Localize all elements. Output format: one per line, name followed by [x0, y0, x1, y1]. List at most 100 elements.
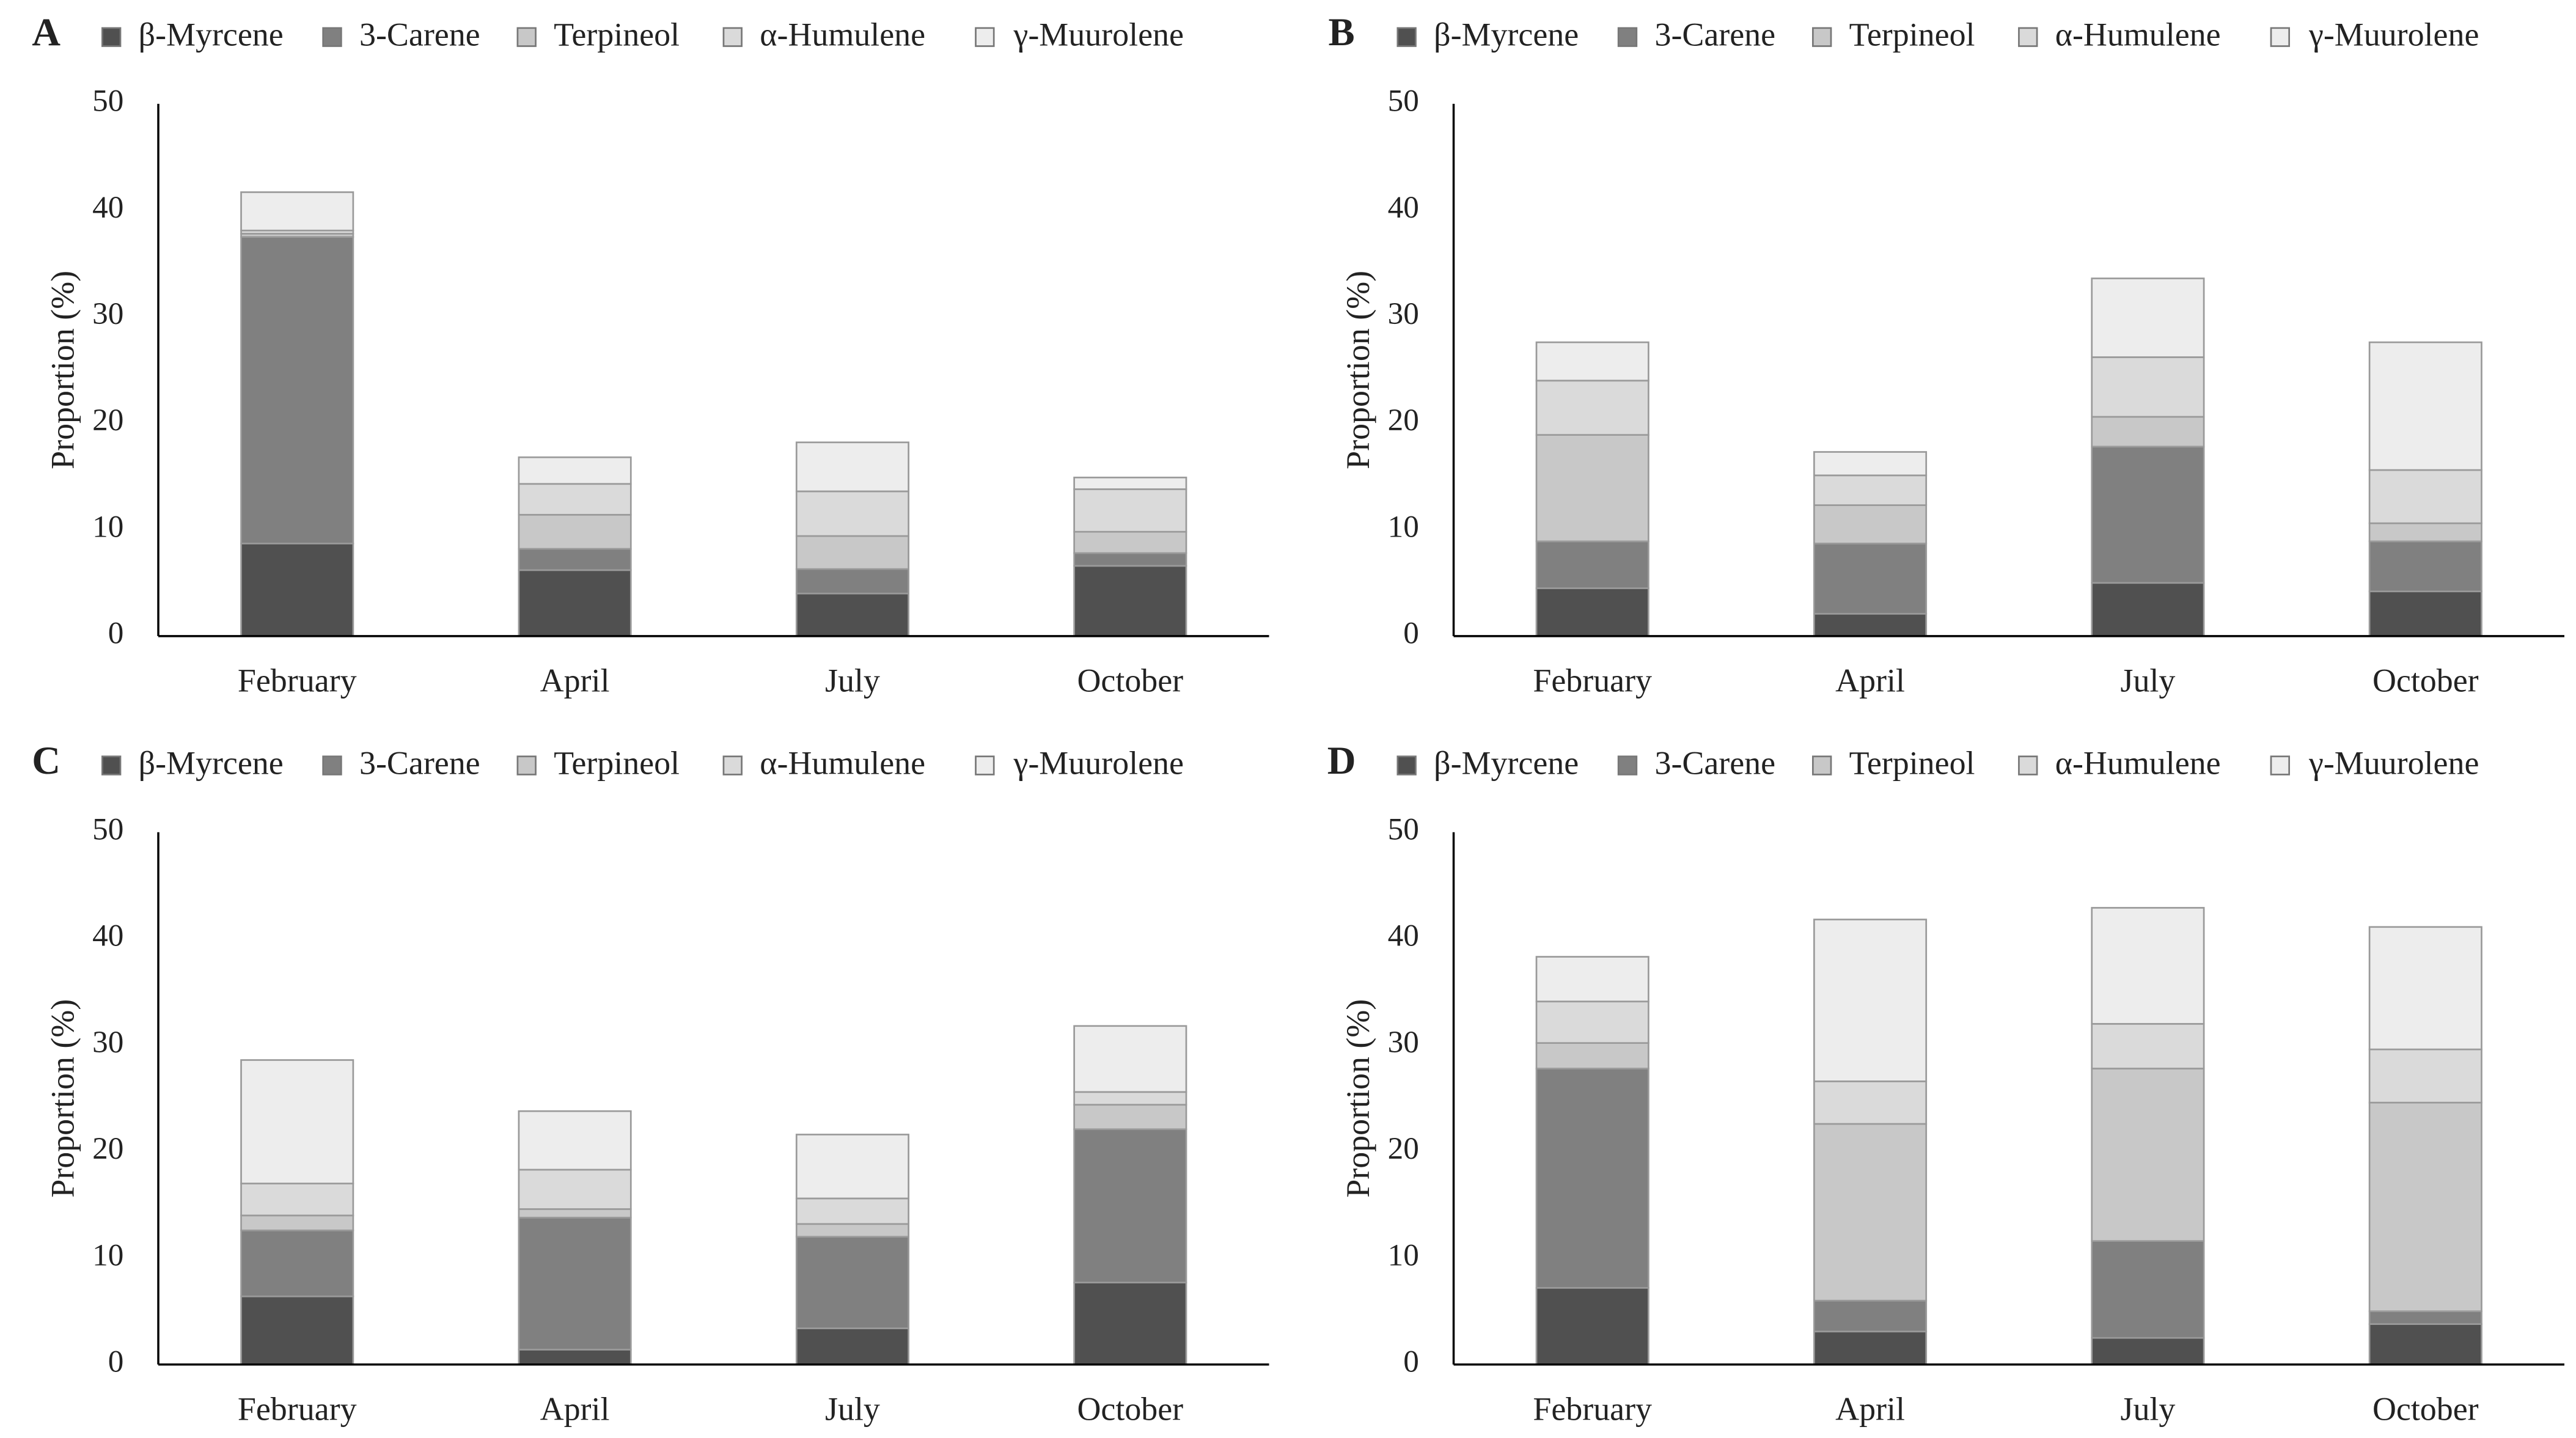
x-tick-label: July: [825, 662, 880, 699]
bar-segment: [2091, 1337, 2205, 1366]
bar-segment: [795, 1327, 909, 1366]
bar-segment: [240, 1229, 354, 1297]
y-tick-label: 40: [1388, 919, 1419, 953]
panel-label: D: [1327, 738, 1356, 782]
bar-segment: [2368, 540, 2482, 593]
legend-label: 3-Carene: [359, 16, 480, 53]
bar-segment: [1535, 434, 1649, 543]
y-tick-label: 50: [92, 84, 123, 119]
y-tick-label: 30: [1388, 1025, 1419, 1060]
bar-segment: [2368, 341, 2482, 471]
legend-swatch: [1811, 27, 1832, 47]
bar-segment: [1813, 451, 1928, 477]
x-tick-label: October: [1077, 1390, 1183, 1427]
y-tick-label: 0: [1403, 1344, 1419, 1379]
bar-segment: [2091, 1022, 2205, 1069]
bar-segment: [2091, 356, 2205, 418]
x-tick-label: February: [1533, 1390, 1652, 1427]
y-tick-label: 10: [92, 509, 123, 544]
bar-segment: [1535, 587, 1649, 637]
bar-segment: [1073, 552, 1187, 567]
bar-segment: [518, 513, 632, 550]
bar-segment: [2368, 1323, 2482, 1366]
x-tick-label: February: [1533, 662, 1652, 699]
y-tick-label: 0: [108, 1344, 124, 1379]
x-tick-label: February: [238, 662, 357, 699]
bar-segment: [1813, 1299, 1928, 1333]
y-tick-label: 10: [1388, 509, 1419, 544]
bar-segment: [518, 483, 632, 516]
legend-swatch: [101, 755, 122, 776]
bar-segment: [518, 1216, 632, 1351]
legend-label: β-Myrcene: [139, 744, 284, 781]
bar-segment: [2368, 522, 2482, 543]
bar-segment: [518, 456, 632, 485]
bar-segment: [240, 542, 354, 637]
y-tick-label: 50: [1388, 812, 1419, 847]
y-tick-label: 20: [1388, 403, 1419, 438]
y-tick-label: 30: [1388, 296, 1419, 331]
x-tick-label: April: [1835, 1390, 1905, 1427]
bar-segment: [795, 568, 909, 595]
bar-segment: [1813, 504, 1928, 545]
bar-segment: [1813, 1080, 1928, 1125]
bar-segment: [1813, 1123, 1928, 1302]
legend-label: α-Humulene: [760, 16, 925, 53]
legend-label: γ-Muurolene: [2308, 744, 2479, 781]
y-axis-label: Proportion (%): [1340, 271, 1376, 469]
bar-segment: [2368, 590, 2482, 637]
bar-segment: [795, 441, 909, 493]
bar-segment: [2368, 1101, 2482, 1312]
legend-label: γ-Muurolene: [2308, 16, 2479, 53]
bar-segment: [1073, 1128, 1187, 1283]
x-tick-label: April: [540, 1390, 610, 1427]
y-axis-label: Proportion (%): [1340, 999, 1376, 1198]
legend-swatch: [1617, 755, 1638, 776]
bar-segment: [1535, 1068, 1649, 1289]
panel-label: C: [32, 738, 61, 782]
legend-swatch: [722, 755, 743, 776]
bar-segment: [518, 1168, 632, 1210]
y-tick-label: 30: [92, 1025, 123, 1060]
legend-label: α-Humulene: [2055, 744, 2221, 781]
y-tick-label: 0: [108, 616, 124, 651]
bar-segment: [240, 1295, 354, 1366]
legend-label: Terpineol: [1849, 744, 1975, 781]
bar-segment: [240, 1183, 354, 1217]
bar-segment: [240, 191, 354, 232]
x-tick-label: July: [2120, 1390, 2175, 1427]
legend-swatch: [2018, 27, 2038, 47]
y-tick-label: 20: [92, 1131, 123, 1166]
legend-swatch: [516, 27, 537, 47]
bar-segment: [795, 1223, 909, 1238]
bar-segment: [2368, 1310, 2482, 1325]
legend-label: γ-Muurolene: [1013, 744, 1184, 781]
legend-swatch: [1811, 755, 1832, 776]
bar-segment: [1073, 530, 1187, 554]
bar-segment: [1535, 540, 1649, 589]
bar-segment: [240, 236, 354, 545]
bar-segment: [1535, 380, 1649, 436]
bar-segment: [1073, 1091, 1187, 1106]
bar-segment: [1073, 565, 1187, 637]
y-tick-label: 20: [92, 403, 123, 438]
bar-segment: [1535, 341, 1649, 382]
x-tick-label: July: [2120, 662, 2175, 699]
bar-segment: [1813, 474, 1928, 506]
y-tick-label: 40: [92, 919, 123, 953]
bar-segment: [1813, 919, 1928, 1082]
bar-segment: [518, 1208, 632, 1219]
legend-swatch: [322, 755, 342, 776]
y-tick-label: 10: [1388, 1238, 1419, 1272]
legend-label: Terpineol: [554, 16, 680, 53]
bar-segment: [795, 1236, 909, 1329]
legend-swatch: [1396, 27, 1417, 47]
legend-swatch: [2018, 755, 2038, 776]
bar-segment: [795, 592, 909, 637]
bar-segment: [795, 1197, 909, 1225]
